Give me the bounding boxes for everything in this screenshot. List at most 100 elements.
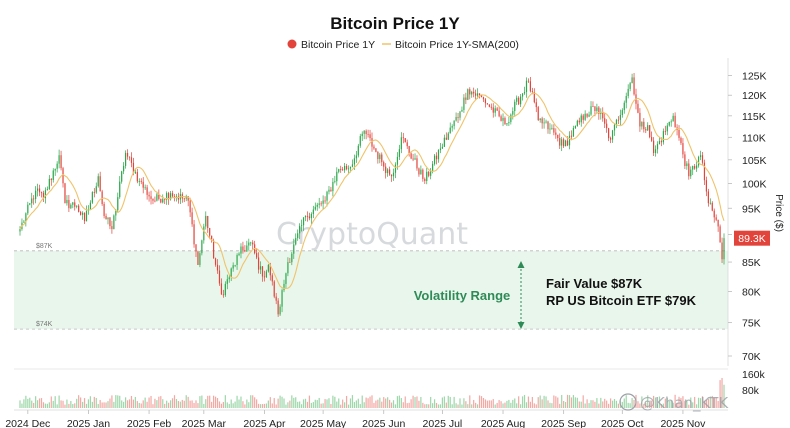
- volume-bar: [373, 402, 375, 408]
- volume-bar: [66, 399, 68, 408]
- price-candle: [543, 117, 545, 129]
- volume-bar: [338, 398, 340, 408]
- price-candle: [97, 173, 99, 188]
- volatility-range-label: Volatility Range: [414, 288, 511, 303]
- price-candle: [117, 192, 119, 213]
- price-candle: [435, 152, 438, 165]
- price-candle: [367, 129, 369, 138]
- price-candle: [318, 197, 320, 209]
- volume-bar: [588, 403, 590, 408]
- price-candle: [652, 137, 655, 157]
- price-candle: [647, 122, 649, 132]
- volume-bar: [424, 404, 426, 408]
- price-candle: [449, 122, 451, 134]
- y-tick-label: 110K: [742, 132, 766, 144]
- volume-bar: [398, 395, 400, 408]
- volume-bar: [422, 402, 424, 408]
- price-candle: [402, 132, 404, 144]
- volume-bar: [406, 403, 408, 408]
- price-candle: [388, 166, 391, 176]
- volume-bar: [363, 402, 365, 408]
- price-candle: [709, 198, 711, 205]
- volume-bar: [651, 400, 653, 408]
- volume-bar: [320, 403, 322, 408]
- volume-bar: [545, 396, 547, 408]
- volume-bar: [385, 398, 387, 408]
- price-candle: [717, 219, 719, 232]
- price-candle: [21, 218, 23, 231]
- price-candle: [107, 217, 109, 225]
- price-candle: [510, 113, 512, 125]
- price-candle: [295, 233, 297, 246]
- price-candle: [711, 201, 713, 212]
- price-candle: [256, 248, 258, 260]
- volume-bar: [111, 395, 113, 408]
- volume-bar: [611, 400, 614, 408]
- price-candle: [48, 175, 50, 190]
- volume-bar: [244, 404, 246, 408]
- volume-bar: [504, 402, 506, 408]
- volume-bar: [318, 397, 320, 408]
- volume-bar: [312, 402, 314, 408]
- price-candle: [185, 194, 187, 202]
- volume-bar: [38, 398, 41, 408]
- price-candle: [699, 150, 702, 161]
- price-candle: [617, 116, 620, 125]
- volume-bar: [719, 380, 721, 408]
- price-candle: [232, 262, 234, 272]
- volume-bar: [582, 395, 584, 408]
- volume-bar: [508, 399, 510, 408]
- price-candle: [144, 184, 146, 190]
- price-candle: [181, 192, 183, 203]
- legend-price-marker: [287, 39, 297, 49]
- price-candle: [656, 141, 659, 154]
- volume-bar: [62, 400, 64, 408]
- price-candle: [345, 163, 348, 171]
- price-candle: [418, 167, 420, 177]
- price-candle: [83, 212, 86, 224]
- price-candle: [291, 251, 293, 266]
- volume-bar: [269, 397, 271, 408]
- volume-bar: [164, 403, 166, 408]
- volume-bar: [169, 400, 172, 408]
- volume-bar: [652, 395, 655, 408]
- price-candle: [340, 165, 342, 173]
- price-candle: [261, 266, 264, 282]
- x-tick-label: 2025 Sep: [541, 418, 586, 428]
- volume-bar: [465, 401, 467, 408]
- volume-bar: [31, 400, 33, 408]
- volume-bar: [463, 398, 465, 408]
- price-candle: [408, 145, 410, 157]
- volume-bar: [248, 402, 250, 408]
- fair-value-label: Fair Value $87K: [546, 276, 643, 291]
- volume-bar: [482, 398, 485, 408]
- price-candle: [257, 252, 260, 274]
- volume-bar: [226, 402, 228, 408]
- price-candle: [306, 211, 309, 222]
- price-candle: [533, 88, 535, 104]
- price-candle: [475, 89, 477, 101]
- price-candle: [547, 120, 549, 134]
- volume-bar: [19, 400, 21, 408]
- volume-bar: [561, 394, 563, 408]
- price-candle: [220, 278, 223, 295]
- volume-bar: [89, 396, 92, 408]
- volume-bar: [99, 399, 101, 408]
- volume-bar: [471, 404, 473, 408]
- price-candle: [424, 177, 426, 184]
- price-candle: [404, 138, 406, 143]
- volume-bar: [361, 395, 363, 408]
- volume-bar: [426, 404, 428, 408]
- price-candle: [516, 95, 518, 105]
- volume-bar: [467, 404, 469, 408]
- price-candle: [121, 170, 123, 184]
- x-tick-label: 2025 Nov: [660, 418, 706, 428]
- price-candle: [242, 241, 244, 254]
- price-candle: [629, 82, 631, 92]
- volume-bar: [420, 396, 422, 408]
- price-candle: [561, 136, 563, 152]
- volume-bar: [529, 401, 532, 408]
- volume-bar: [212, 395, 215, 408]
- price-candle: [205, 211, 207, 230]
- volume-bar: [566, 394, 569, 408]
